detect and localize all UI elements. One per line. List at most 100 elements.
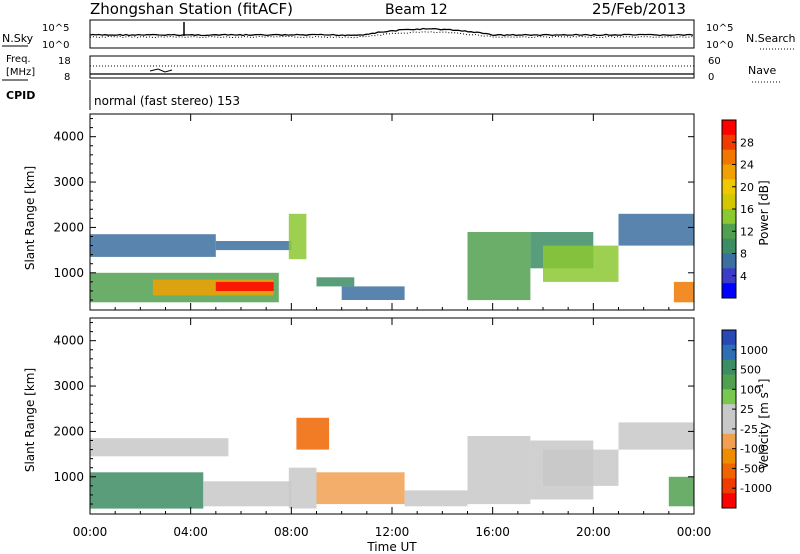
colorbar-tick-label: 16 — [740, 203, 754, 216]
scatter-region-7 — [467, 436, 531, 505]
scatter-region-7 — [341, 286, 405, 300]
colorbar-swatch — [722, 374, 736, 390]
colorbar-tick-label: 24 — [740, 159, 754, 172]
freq-wiggle — [149, 68, 173, 73]
beam-title: Beam 12 — [385, 2, 448, 18]
scatter-region-10 — [618, 422, 694, 450]
n-search-tick-high: 10^5 — [706, 23, 733, 34]
colorbar-swatch — [722, 179, 736, 195]
noise-panel: N.Sky 10^5 10^0 10^5 10^0 N.Search — [2, 19, 796, 51]
scatter-region-9 — [543, 449, 619, 486]
power-y-axis: 4000 3000 2000 1000 — [53, 118, 694, 301]
n-sky-tick-low: 10^0 — [42, 40, 69, 51]
colorbar-tick-label: 500 — [740, 364, 761, 377]
power-data — [90, 213, 694, 303]
power-x-ticks — [89, 114, 695, 310]
colorbar-swatch — [722, 194, 736, 210]
velocity-panel: 4000 3000 2000 1000 00:00 04:00 08:00 12:00 16:… — [53, 317, 712, 539]
x-tick-label: 00:00 — [73, 525, 108, 539]
freq-tick-low: 8 — [64, 72, 70, 83]
y-tick-label: 2000 — [53, 220, 84, 234]
colorbar-swatch — [722, 433, 736, 450]
n-search-label: N.Search — [746, 32, 796, 45]
scatter-region-6 — [404, 490, 468, 507]
scatter-region-6 — [316, 277, 355, 287]
velocity-colorbar: 1000 500 100 25 -25 -100 -500 -1000 — [721, 329, 772, 509]
scatter-region-10 — [543, 245, 619, 282]
colorbar-swatch — [722, 268, 736, 284]
date-title: 25/Feb/2013 — [592, 0, 686, 18]
colorbar-tick-label: -500 — [740, 462, 765, 475]
cpid-label: CPID — [6, 89, 35, 102]
scatter-region-0 — [90, 472, 204, 509]
colorbar-swatch — [722, 463, 736, 479]
freq-panel: Freq. [MHz] 18 8 60 0 Nave — [2, 54, 782, 83]
colorbar-swatch — [722, 419, 736, 435]
n-sky-tick-high: 10^5 — [42, 23, 69, 34]
power-colorbar-label: Power [dB] — [757, 180, 771, 245]
cpid-text: normal (fast stereo) 153 — [94, 94, 240, 108]
velocity-colorbar-label: Velocity [m s-1] — [756, 379, 771, 470]
y-tick-label: 4000 — [53, 130, 84, 144]
colorbar-swatch — [722, 209, 736, 225]
y-tick-label: 4000 — [53, 334, 84, 348]
scatter-region-2 — [203, 481, 292, 507]
colorbar-swatch — [722, 253, 736, 269]
x-tick-label: 04:00 — [173, 525, 208, 539]
n-sky-label: N.Sky — [2, 32, 34, 45]
colorbar-tick-label: -100 — [740, 443, 765, 456]
y-tick-label: 3000 — [53, 175, 84, 189]
y-tick-label: 3000 — [53, 379, 84, 393]
colorbar-tick-label: 20 — [740, 181, 754, 194]
colorbar-frame — [721, 329, 737, 509]
colorbar-swatch — [722, 223, 736, 240]
velocity-ylabel: Slant Range [km] — [23, 368, 37, 472]
x-tick-label: 08:00 — [274, 525, 309, 539]
scatter-region-4 — [296, 417, 330, 450]
nave-label: Nave — [748, 64, 776, 77]
freq-tick-high: 18 — [58, 56, 71, 67]
station-title: Zhongshan Station (fitACF) — [90, 0, 293, 18]
velocity-data — [90, 417, 694, 509]
scatter-region-5 — [316, 472, 405, 505]
colorbar-swatch — [722, 330, 736, 346]
scatter-region-11 — [618, 213, 694, 246]
x-axis-label: Time UT — [366, 540, 417, 554]
scatter-region-3 — [90, 234, 216, 257]
colorbar-swatch — [722, 164, 736, 180]
colorbar-tick-label: -25 — [740, 423, 758, 436]
colorbar-swatch — [722, 493, 736, 509]
colorbar-tick-label: 25 — [740, 403, 754, 416]
power-colorbar: 28 24 20 16 12 8 4 — [721, 119, 754, 299]
power-ylabel: Slant Range [km] — [23, 166, 37, 270]
colorbar-swatch — [722, 134, 736, 151]
colorbar-swatch — [722, 283, 736, 299]
x-tick-label: 00:00 — [677, 525, 712, 539]
x-tick-label: 20:00 — [576, 525, 611, 539]
n-search-tick-low: 10^0 — [706, 40, 733, 51]
colorbar-swatch — [722, 344, 736, 361]
colorbar-tick-label: 1000 — [740, 344, 768, 357]
scatter-region-12 — [673, 281, 694, 303]
colorbar-tick-label: -1000 — [740, 482, 772, 495]
colorbar-swatch — [722, 478, 736, 494]
colorbar-tick-label: 100 — [740, 383, 761, 396]
colorbar-swatch — [722, 149, 736, 165]
y-tick-label: 1000 — [53, 266, 84, 280]
scatter-region-8 — [467, 232, 531, 301]
x-tick-label: 16:00 — [475, 525, 510, 539]
colorbar-tick-label: 8 — [740, 248, 747, 261]
scatter-region-3 — [288, 467, 317, 509]
colorbar-swatch — [722, 448, 736, 464]
velocity-y-axis: 4000 3000 2000 1000 — [53, 322, 694, 505]
colorbar-swatch — [722, 120, 736, 136]
y-tick-label: 2000 — [53, 424, 84, 438]
nave-tick-high: 60 — [708, 56, 721, 67]
colorbar-tick-label: 4 — [740, 270, 747, 283]
freq-unit-label: [MHz] — [6, 67, 35, 78]
scatter-region-5 — [288, 213, 307, 260]
scatter-region-11 — [668, 476, 694, 507]
y-tick-label: 1000 — [53, 470, 84, 484]
colorbar-swatch — [722, 404, 736, 420]
